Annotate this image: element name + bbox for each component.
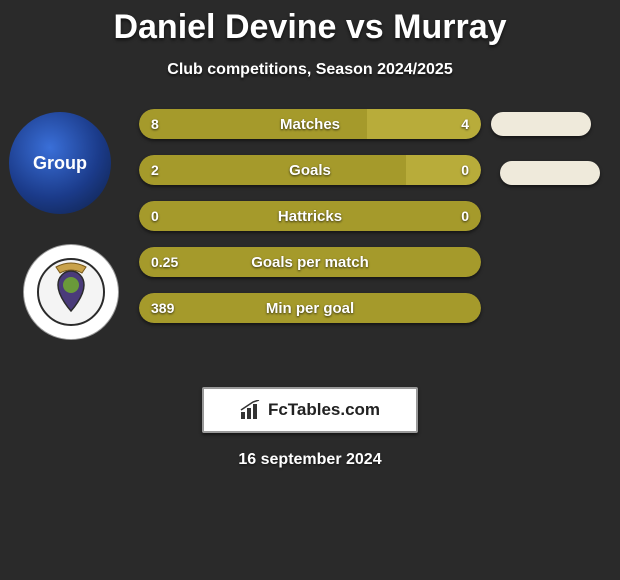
bar-row-min-per-goal: 389Min per goal (139, 293, 481, 323)
side-pill-2 (500, 161, 600, 185)
bar-fill (139, 201, 481, 231)
bar-fill-right (406, 155, 481, 185)
bar-fill-left (139, 155, 406, 185)
avatar-player-left: Group (9, 112, 111, 214)
comparison-bars: 84Matches 20Goals 00Hattricks 0.25Goals per… (139, 109, 481, 339)
date-line: 16 september 2024 (0, 451, 620, 469)
bar-fill (139, 293, 481, 323)
page-subtitle: Club competitions, Season 2024/2025 (0, 61, 620, 79)
brand-chart-icon (240, 400, 262, 420)
comparison-area: Group 84Matches 20Goals 00Hattricks 0.25Goa… (0, 109, 620, 369)
bar-row-matches: 84Matches (139, 109, 481, 139)
brand-text: FcTables.com (268, 400, 380, 420)
bar-row-goals: 20Goals (139, 155, 481, 185)
club-crest-icon (36, 257, 106, 327)
avatar-left-placeholder: Group (33, 153, 87, 174)
bar-row-hattricks: 00Hattricks (139, 201, 481, 231)
page-title: Daniel Devine vs Murray (0, 0, 620, 47)
brand-box[interactable]: FcTables.com (202, 387, 418, 433)
bar-row-goals-per-match: 0.25Goals per match (139, 247, 481, 277)
side-pill-1 (491, 112, 591, 136)
bar-fill-right (367, 109, 481, 139)
bar-fill (139, 247, 481, 277)
avatar-club-right (23, 244, 119, 340)
bar-fill-left (139, 109, 367, 139)
